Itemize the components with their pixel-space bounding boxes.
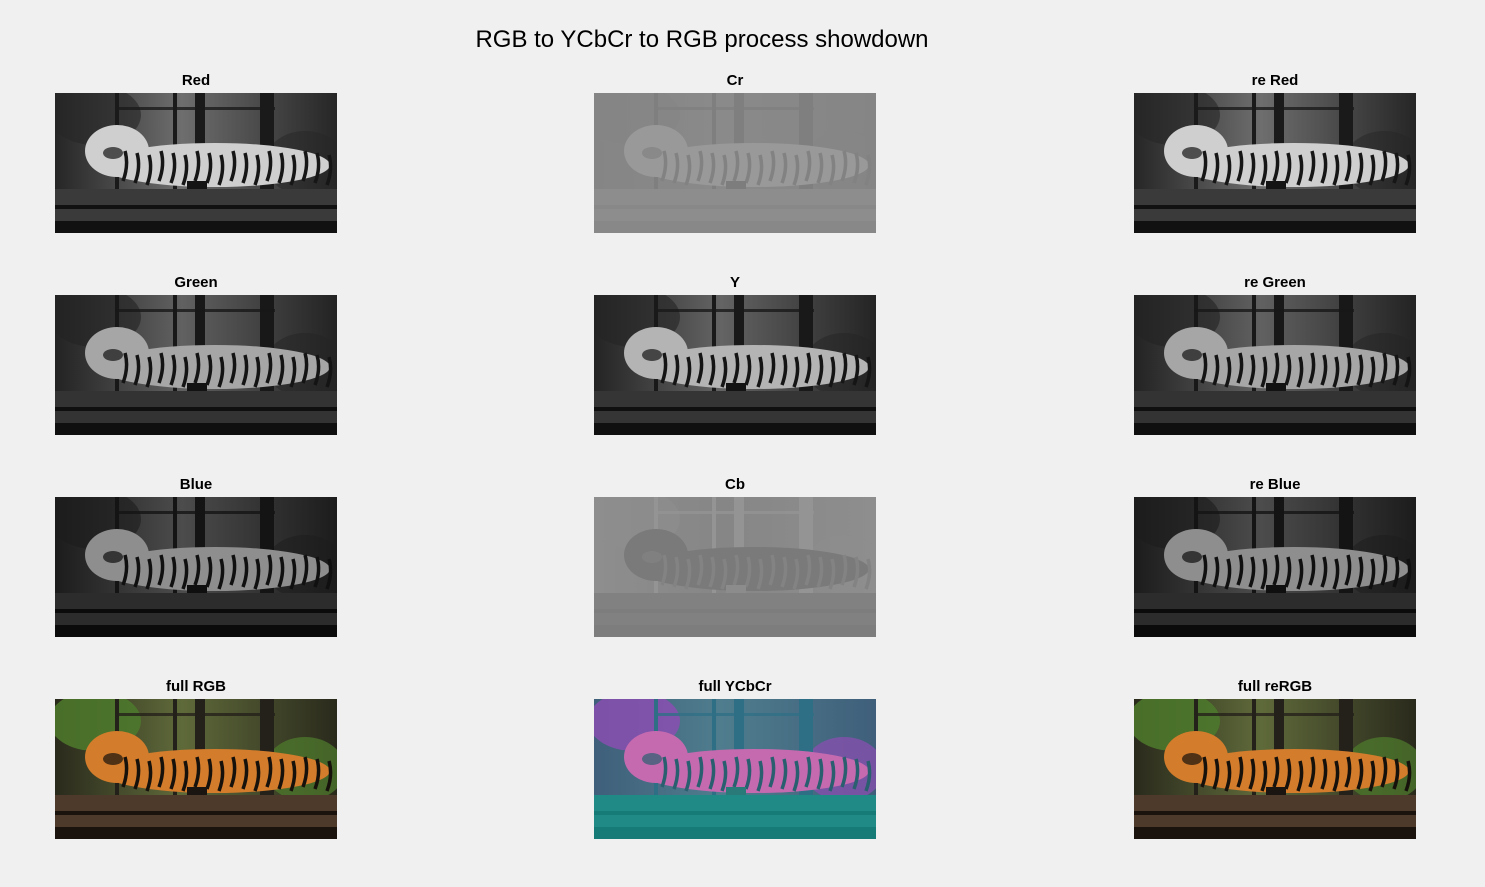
subplot-title: Blue [179,476,213,493]
tiger-image [594,93,876,233]
tiger-image [1134,295,1416,435]
subplot-title: re Green [1244,274,1306,291]
tiger-image [55,497,337,637]
subplot-image-re-green [1134,295,1416,435]
tiger-image [1134,93,1416,233]
subplot-title: Green [174,274,218,291]
subplot-image-green [55,295,337,435]
subplot-blue: Blue [55,477,337,637]
subplot-image-full-rgb [55,699,337,839]
subplot-green: Green [55,275,337,435]
subplot-full-rergb: full reRGB [1134,679,1416,839]
tiger-image [55,699,337,839]
subplot-re-red: re Red [1134,73,1416,233]
subplot-cb: Cb [594,477,876,637]
tiger-image [594,295,876,435]
subplot-image-cb [594,497,876,637]
subplot-image-full-ycbcr [594,699,876,839]
subplot-title: re Red [1251,72,1299,89]
subplot-full-rgb: full RGB [55,679,337,839]
subplot-title: full reRGB [1237,678,1313,695]
tiger-image [1134,497,1416,637]
subplot-red: Red [55,73,337,233]
tiger-image [594,699,876,839]
subplot-title: Y [729,274,740,291]
subplot-image-blue [55,497,337,637]
tiger-image [594,497,876,637]
subplot-image-re-red [1134,93,1416,233]
subplot-re-blue: re Blue [1134,477,1416,637]
subplot-title: re Blue [1249,476,1301,493]
subplot-y: Y [594,275,876,435]
tiger-image [55,93,337,233]
subplot-cr: Cr [594,73,876,233]
subplot-image-full-rergb [1134,699,1416,839]
subplot-title: full YCbCr [698,678,772,695]
figure-title: RGB to YCbCr to RGB process showdown [475,26,929,53]
subplot-image-re-blue [1134,497,1416,637]
subplot-re-green: re Green [1134,275,1416,435]
subplot-image-cr [594,93,876,233]
subplot-image-red [55,93,337,233]
subplot-full-ycbcr: full YCbCr [594,679,876,839]
tiger-image [55,295,337,435]
subplot-title: Red [181,72,211,89]
subplot-title: Cr [726,72,744,89]
subplot-title: Cb [725,476,745,493]
tiger-image [1134,699,1416,839]
subplot-title: full RGB [166,678,226,695]
subplot-image-y [594,295,876,435]
